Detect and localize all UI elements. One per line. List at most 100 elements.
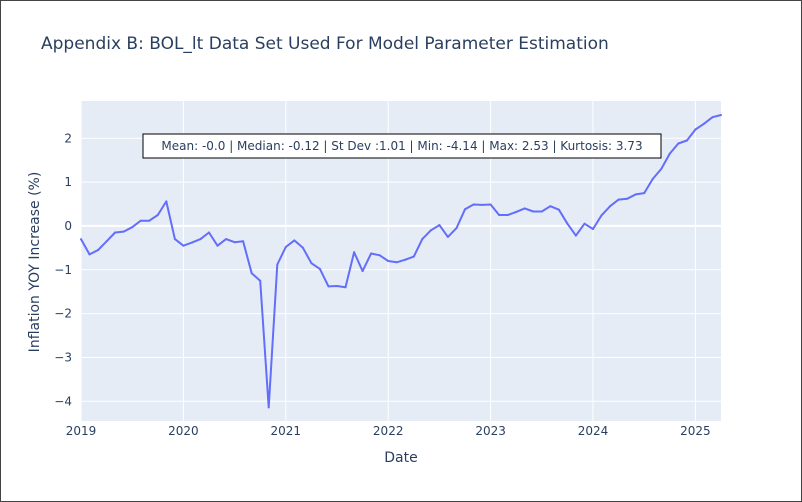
- data-point: [139, 219, 142, 222]
- y-tick-label: 1: [64, 175, 72, 189]
- data-point: [609, 205, 612, 208]
- data-point: [148, 219, 151, 222]
- data-point: [156, 214, 159, 216]
- y-tick-label: 2: [64, 131, 72, 145]
- data-point: [165, 200, 168, 203]
- data-point: [702, 122, 705, 125]
- data-point: [429, 229, 432, 232]
- x-tick-label: 2025: [680, 424, 711, 438]
- data-point: [617, 198, 620, 201]
- data-point: [506, 214, 509, 216]
- data-point: [720, 114, 722, 116]
- x-axis-title: Date: [384, 450, 417, 466]
- y-tick-labels: −4 −3 −2 −1 0 1 2: [54, 131, 72, 408]
- data-point: [515, 210, 518, 213]
- data-point: [549, 205, 552, 208]
- data-point: [498, 214, 501, 216]
- data-point: [412, 255, 415, 258]
- y-tick-label: 0: [64, 219, 72, 233]
- data-point: [404, 258, 407, 261]
- data-point: [685, 139, 688, 142]
- data-point: [566, 222, 569, 225]
- data-point: [455, 227, 458, 230]
- data-point: [711, 116, 714, 119]
- data-point: [80, 238, 82, 241]
- x-tick-label: 2022: [373, 424, 404, 438]
- data-point: [336, 285, 338, 287]
- series-points: [80, 114, 722, 409]
- data-point: [88, 253, 91, 256]
- data-point: [131, 226, 134, 229]
- data-point: [574, 234, 577, 237]
- data-point: [446, 235, 449, 238]
- data-point: [122, 230, 125, 233]
- data-point: [267, 406, 270, 409]
- data-point: [464, 208, 466, 211]
- y-tick-label: −4: [54, 394, 72, 408]
- data-point: [660, 167, 663, 170]
- data-point: [361, 270, 364, 273]
- data-point: [301, 246, 304, 249]
- data-point: [395, 261, 398, 264]
- data-point: [182, 244, 185, 247]
- y-tick-label: −3: [54, 350, 72, 364]
- x-tick-label: 2019: [66, 424, 97, 438]
- data-point: [284, 246, 287, 248]
- data-point: [190, 241, 193, 244]
- x-tick-label: 2024: [578, 424, 609, 438]
- data-point: [242, 240, 245, 243]
- data-point: [592, 228, 594, 230]
- data-point: [557, 208, 560, 211]
- data-point: [318, 267, 321, 270]
- data-point: [378, 254, 381, 257]
- data-point: [421, 238, 424, 241]
- data-point: [225, 238, 228, 241]
- data-point: [523, 207, 526, 210]
- stats-annotation-box: [142, 133, 662, 159]
- data-point: [199, 238, 202, 241]
- data-point: [259, 279, 262, 282]
- x-tick-label: 2020: [168, 424, 199, 438]
- y-tick-label: −1: [54, 263, 72, 277]
- data-point: [489, 203, 492, 206]
- data-point: [250, 272, 253, 275]
- data-point: [344, 286, 347, 289]
- series-line: [80, 114, 722, 409]
- data-point: [387, 260, 390, 262]
- data-point: [668, 152, 671, 155]
- data-point: [643, 192, 646, 195]
- data-point: [173, 238, 176, 241]
- data-point: [293, 239, 296, 242]
- x-tick-labels: 2019 2020 2021 2022 2023 2024 2025: [66, 424, 711, 438]
- data-point: [600, 214, 603, 217]
- data-point: [532, 210, 535, 213]
- y-axis-title: Inflation YOY Increase (%): [27, 172, 43, 353]
- data-point: [327, 285, 330, 288]
- data-point: [105, 240, 108, 243]
- data-point: [114, 231, 117, 234]
- data-point: [216, 244, 219, 247]
- data-point: [677, 142, 680, 145]
- data-point: [626, 197, 629, 200]
- data-point: [353, 251, 356, 254]
- stats-annotation-text: Mean: -0.0 | Median: -0.12 | St Dev :1.0…: [161, 139, 642, 153]
- data-point: [276, 263, 279, 266]
- chart-title: Appendix B: BOL_lt Data Set Used For Mod…: [41, 34, 609, 54]
- data-point: [208, 231, 210, 234]
- data-point: [97, 249, 100, 251]
- data-point: [438, 224, 441, 227]
- x-tick-label: 2021: [271, 424, 302, 438]
- data-point: [651, 178, 654, 180]
- data-point: [370, 252, 373, 255]
- data-point: [583, 222, 586, 225]
- data-point: [540, 210, 543, 213]
- y-tick-label: −2: [54, 307, 72, 321]
- data-point: [233, 241, 236, 244]
- data-point: [694, 128, 697, 131]
- data-point: [634, 193, 637, 196]
- data-point: [310, 262, 313, 265]
- x-tick-label: 2023: [475, 424, 506, 438]
- data-point: [472, 203, 475, 206]
